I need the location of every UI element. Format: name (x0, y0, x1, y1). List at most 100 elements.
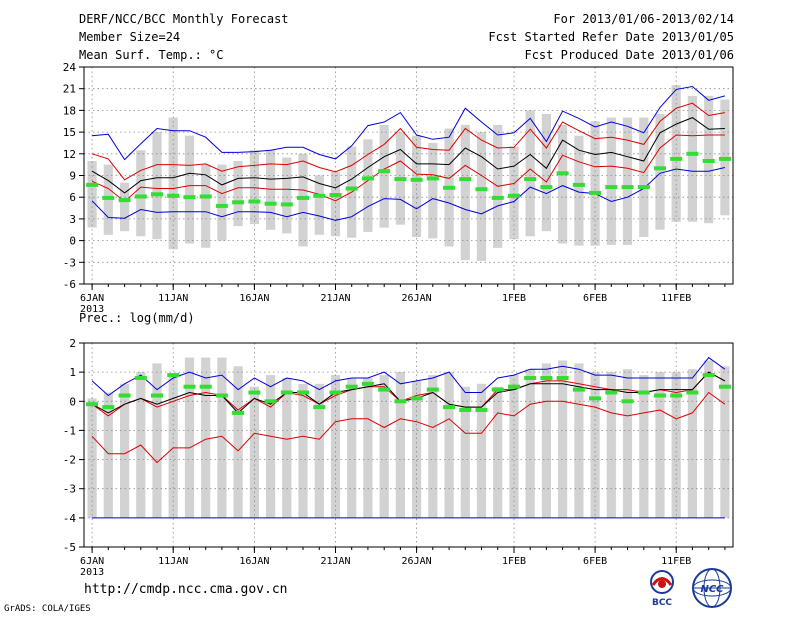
temperature-x-year-label: 2013 (80, 304, 104, 315)
precipitation-bar (558, 360, 568, 518)
temperature-climatology-mark (410, 177, 423, 182)
temperature-x-tick-label: 21JAN (320, 293, 350, 304)
temperature-climatology-mark (102, 195, 115, 200)
bcc-logo: BCC (650, 570, 674, 608)
temperature-bar (266, 150, 276, 230)
precipitation-bar (460, 386, 470, 518)
temperature-y-tick-label: 0 (69, 235, 76, 248)
precipitation-x-tick-label: 26JAN (402, 556, 432, 567)
precipitation-bar (347, 378, 357, 518)
temperature-ensemble-max-line (92, 85, 726, 161)
temperature-climatology-mark (151, 192, 163, 197)
precipitation-climatology-mark (443, 405, 456, 410)
precipitation-bar (282, 378, 292, 518)
precipitation-climatology-mark (167, 373, 180, 378)
precipitation-climatology-mark (329, 390, 342, 395)
temperature-climatology-mark (491, 195, 504, 200)
ncc-logo: NCC (692, 568, 732, 608)
precipitation-climatology-mark (524, 376, 537, 380)
precipitation-x-tick-label: 11FEB (661, 556, 691, 567)
temperature-climatology-mark (605, 185, 618, 190)
temperature-x-tick-label: 6JAN (80, 293, 104, 304)
precipitation-climatology-mark (86, 402, 99, 407)
temperature-climatology-mark (524, 177, 537, 182)
precipitation-bar (525, 369, 535, 518)
bcc-logo-text: BCC (652, 598, 672, 608)
precipitation-bar (266, 375, 276, 518)
precipitation-bar (622, 369, 633, 518)
temperature-y-tick-label: -6 (63, 278, 76, 291)
temperature-bar (655, 114, 665, 230)
precipitation-bar (217, 357, 227, 518)
precipitation-y-tick-label: -4 (63, 512, 77, 525)
precipitation-y-tick-label: -2 (63, 454, 76, 467)
precipitation-y-tick-label: -1 (63, 424, 76, 437)
precipitation-bar (379, 375, 389, 518)
precipitation-climatology-mark (102, 405, 115, 410)
precipitation-climatology-mark (605, 390, 618, 395)
temperature-climatology-mark (329, 193, 342, 197)
precipitation-climatology-mark (297, 390, 309, 395)
temperature-bar (363, 139, 373, 232)
precipitation-climatology-mark (378, 387, 391, 392)
precipitation-bar (476, 383, 487, 518)
temperature-climatology-mark (426, 176, 439, 181)
temperature-bar (168, 117, 178, 250)
precipitation-climatology-mark (508, 384, 520, 389)
temperature-x-tick-label: 11JAN (158, 293, 188, 304)
temperature-bar (574, 135, 584, 246)
temperature-climatology-mark (215, 203, 228, 208)
temperature-climatology-mark (118, 198, 131, 203)
temperature-bar (639, 117, 649, 237)
precipitation-climatology-mark (637, 390, 650, 395)
precip-panel-title: Prec.: log(mm/d) (79, 311, 195, 325)
precipitation-bar (152, 363, 162, 518)
temperature-bar (460, 124, 470, 261)
temperature-climatology-mark (621, 185, 634, 190)
ncc-logo-text: NCC (700, 584, 724, 595)
precipitation-bar (590, 372, 600, 518)
temperature-climatology-mark (670, 156, 683, 161)
temperature-climatology-mark (248, 199, 261, 204)
precipitation-climatology-mark (702, 373, 715, 378)
temperature-climatology-mark (556, 171, 569, 176)
temperature-climatology-mark (86, 182, 99, 187)
temperature-bar (233, 161, 243, 227)
precipitation-climatology-mark (686, 390, 699, 395)
temperature-y-tick-label: 6 (69, 191, 76, 204)
precipitation-x-tick-label: 21JAN (320, 556, 350, 567)
temperature-y-tick-label: 9 (69, 170, 76, 183)
temperature-climatology-mark (264, 201, 277, 206)
precipitation-bar (574, 363, 584, 518)
temperature-climatology-mark (702, 159, 715, 163)
temperature-y-tick-label: 24 (63, 61, 77, 74)
precipitation-bar (412, 380, 422, 518)
temperature-bar (314, 175, 324, 235)
precipitation-climatology-mark (556, 376, 569, 380)
precipitation-climatology-mark (654, 393, 666, 398)
temperature-x-tick-label: 6FEB (583, 293, 607, 304)
temperature-x-tick-label: 16JAN (239, 293, 269, 304)
precipitation-y-tick-label: 0 (69, 395, 76, 408)
temperature-climatology-mark (183, 195, 196, 200)
precipitation-bar (606, 372, 616, 518)
temperature-climatology-mark (345, 186, 358, 191)
temperature-bar (622, 117, 633, 245)
precipitation-climatology-mark (280, 390, 293, 395)
precipitation-bar (720, 366, 730, 518)
temperature-bar (558, 124, 568, 244)
precipitation-bar (704, 360, 714, 518)
precipitation-bar (87, 398, 97, 518)
temperature-bar (525, 110, 535, 237)
temperature-y-tick-label: 21 (63, 83, 76, 96)
precipitation-bar (428, 375, 438, 518)
temperature-bar (687, 95, 697, 222)
temperature-climatology-mark (394, 177, 407, 182)
precipitation-ensemble-max-line (91, 356, 726, 397)
precipitation-bar (233, 366, 243, 518)
precipitation-frame (83, 342, 734, 548)
temperature-bar (152, 132, 162, 240)
precipitation-x-year-label: 2013 (80, 567, 104, 578)
